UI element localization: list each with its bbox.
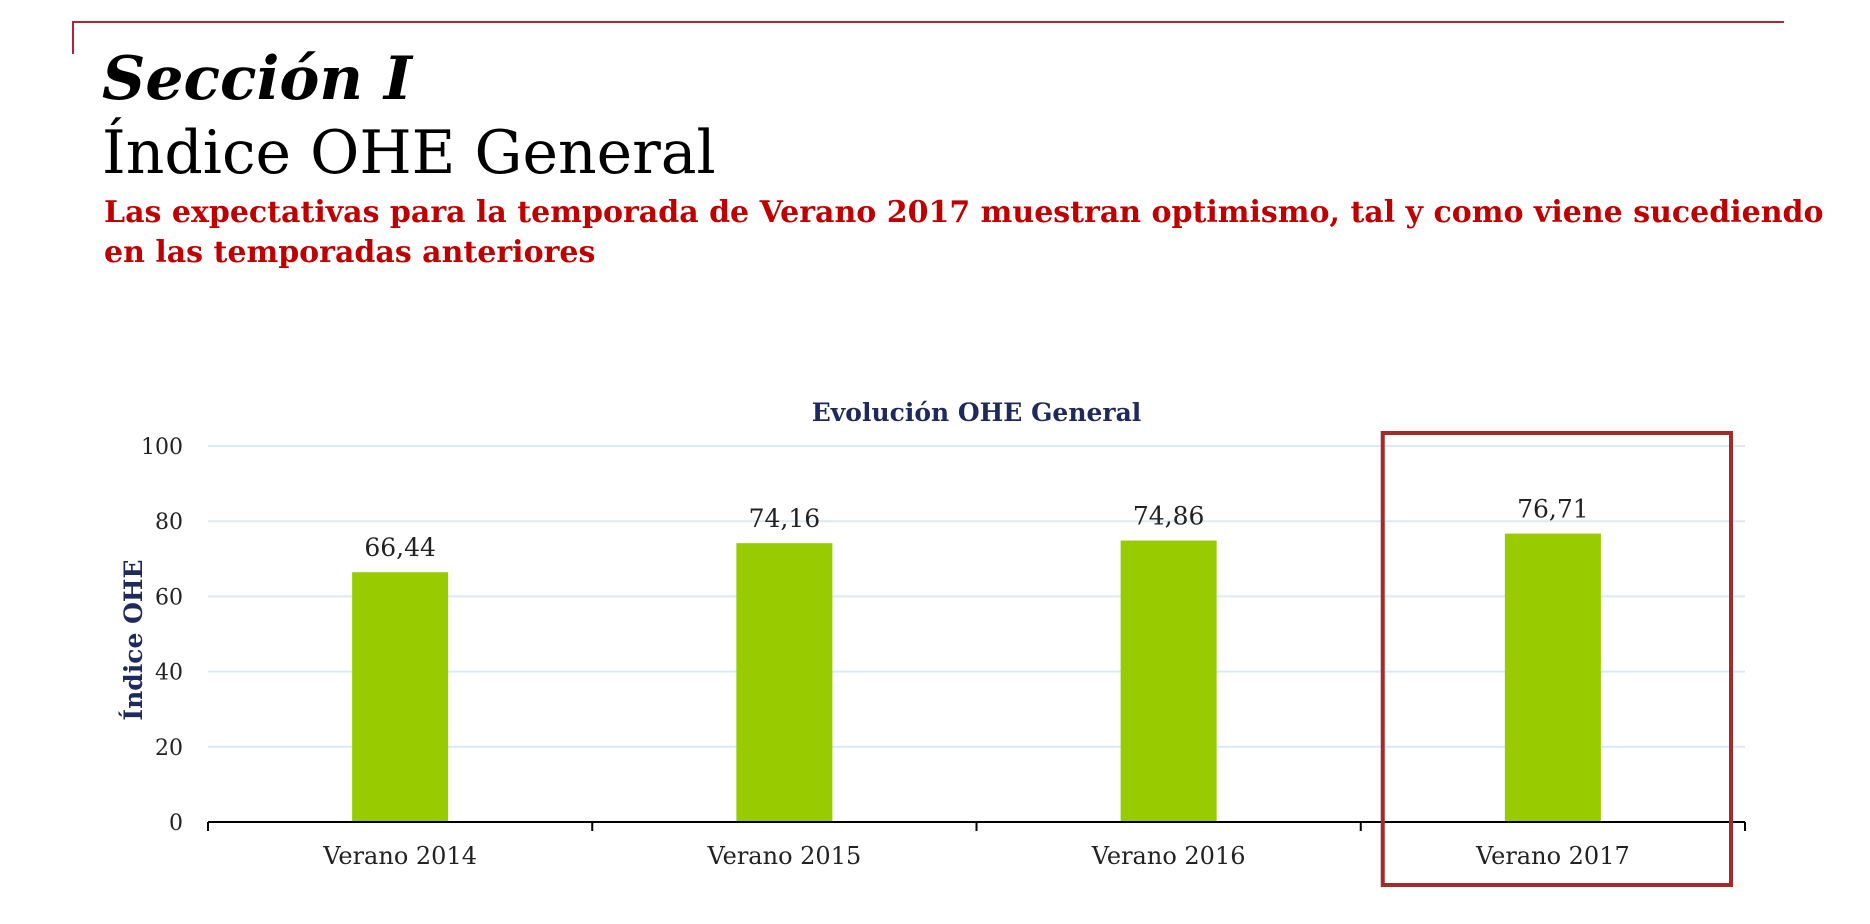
y-tick-label: 100 xyxy=(141,435,183,460)
bar xyxy=(1504,533,1601,822)
y-tick-label: 80 xyxy=(155,510,183,535)
x-tick-label: Verano 2015 xyxy=(707,842,862,870)
data-label: 76,71 xyxy=(1517,495,1589,524)
data-label: 66,44 xyxy=(364,533,436,562)
x-tick-label: Verano 2014 xyxy=(322,842,477,870)
y-axis-label: Índice OHE xyxy=(119,559,148,720)
page-title: Índice OHE General xyxy=(102,118,716,188)
data-label: 74,16 xyxy=(749,504,821,533)
bar xyxy=(352,572,449,822)
y-tick-label: 0 xyxy=(169,811,183,836)
bars xyxy=(352,533,1601,822)
header-frame-top-line xyxy=(72,21,1784,23)
header-frame-left-line xyxy=(72,21,74,54)
bar xyxy=(736,543,833,822)
x-tick-label: Verano 2016 xyxy=(1091,842,1246,870)
bar xyxy=(1120,540,1217,822)
y-tick-label: 60 xyxy=(155,585,183,610)
chart-title: Evolución OHE General xyxy=(812,398,1142,427)
x-tick-label: Verano 2017 xyxy=(1475,842,1630,870)
axes xyxy=(207,821,1746,831)
y-tick-label: 20 xyxy=(155,736,183,761)
y-tick-label: 40 xyxy=(155,661,183,686)
page-subtitle: Las expectativas para la temporada de Ve… xyxy=(104,195,1824,270)
chart-labels: 0 20 40 60 80 100 66,44 Verano 2014 74,16 Verano … xyxy=(141,435,1630,870)
gridlines xyxy=(208,445,1745,748)
section-label: Sección I xyxy=(102,44,412,114)
highlight-box xyxy=(1380,431,1733,887)
data-label: 74,86 xyxy=(1133,502,1205,531)
